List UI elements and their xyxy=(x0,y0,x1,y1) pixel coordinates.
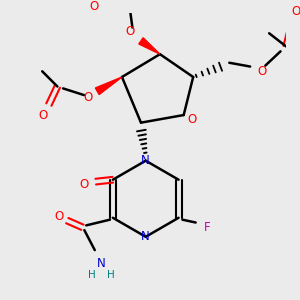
Text: H: H xyxy=(107,270,115,280)
Text: O: O xyxy=(125,25,134,38)
Text: H: H xyxy=(88,270,96,280)
Text: O: O xyxy=(188,113,197,126)
Text: O: O xyxy=(80,178,89,191)
Text: O: O xyxy=(90,0,99,13)
Text: O: O xyxy=(258,65,267,78)
Text: O: O xyxy=(83,92,92,104)
Text: O: O xyxy=(291,5,300,18)
Polygon shape xyxy=(95,77,122,94)
Text: F: F xyxy=(204,221,210,234)
Text: O: O xyxy=(38,110,48,122)
Text: N: N xyxy=(97,257,106,270)
Text: N: N xyxy=(141,230,150,243)
Text: O: O xyxy=(54,210,63,223)
Polygon shape xyxy=(139,38,160,54)
Text: N: N xyxy=(141,154,150,167)
